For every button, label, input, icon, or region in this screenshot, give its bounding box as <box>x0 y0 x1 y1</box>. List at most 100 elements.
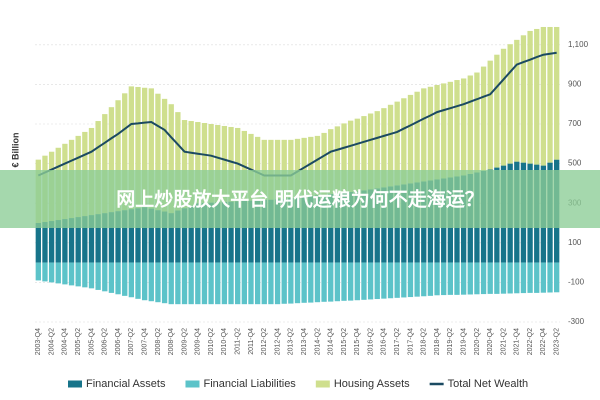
bar <box>334 262 341 302</box>
x-tick-label: 2013-Q4 <box>301 328 308 355</box>
bar <box>95 121 101 215</box>
bar <box>447 81 454 178</box>
x-tick-label: 2009-Q4 <box>195 328 202 355</box>
x-tick-label: 2022-Q4 <box>540 328 547 355</box>
bar <box>201 262 208 305</box>
bar <box>141 207 148 263</box>
bar <box>294 197 301 263</box>
bar <box>268 139 274 200</box>
bar <box>514 39 520 162</box>
x-tick-label: 2014-Q2 <box>314 328 321 355</box>
bar <box>527 30 533 164</box>
bar <box>527 262 533 293</box>
x-tick-label: 2012-Q2 <box>261 328 268 355</box>
bar <box>181 208 188 263</box>
bar <box>474 72 480 173</box>
bar <box>328 193 334 263</box>
bar <box>414 262 420 297</box>
x-tick-label: 2008-Q2 <box>155 328 162 355</box>
bar <box>35 262 41 281</box>
bar <box>155 93 161 211</box>
bar <box>507 262 513 294</box>
bar <box>460 262 467 295</box>
bar <box>188 121 194 206</box>
bar <box>414 91 420 183</box>
x-tick-label: 2012-Q4 <box>274 328 281 355</box>
bar <box>407 94 414 184</box>
bar <box>341 262 347 301</box>
bar <box>241 262 247 305</box>
bar <box>288 197 294 263</box>
x-tick-label: 2023-Q2 <box>554 328 561 355</box>
bar <box>480 262 487 295</box>
x-tick-label: 2007-Q2 <box>128 328 135 355</box>
bar <box>520 35 527 163</box>
x-tick-label: 2006-Q2 <box>102 328 109 355</box>
bar <box>155 210 161 263</box>
bar <box>82 262 88 288</box>
bar <box>427 86 434 181</box>
bar <box>128 86 135 210</box>
y-tick-label: 700 <box>568 119 582 128</box>
x-tick-label: 2004-Q2 <box>48 328 55 355</box>
bar <box>155 262 161 303</box>
bar <box>288 139 294 198</box>
bar <box>348 262 354 301</box>
x-tick-label: 2011-Q4 <box>248 328 255 355</box>
x-tick-label: 2019-Q4 <box>460 328 467 355</box>
bar <box>175 210 181 263</box>
y-tick-label: 500 <box>568 159 582 168</box>
x-tick-label: 2007-Q4 <box>141 328 148 355</box>
bar <box>554 262 560 293</box>
bar <box>367 262 374 300</box>
bar <box>394 101 400 186</box>
bar <box>115 262 121 295</box>
bar <box>381 108 387 188</box>
bar <box>441 83 447 179</box>
bar <box>374 111 380 189</box>
bar <box>128 262 135 298</box>
x-tick-label: 2022-Q2 <box>527 328 534 355</box>
bar <box>387 104 394 187</box>
bar <box>141 87 148 208</box>
bar <box>367 113 374 190</box>
bar <box>148 88 154 209</box>
x-tick-label: 2018-Q4 <box>434 328 441 355</box>
legend-swatch <box>315 380 330 388</box>
bar <box>221 262 228 305</box>
bar <box>361 116 367 191</box>
legend-label: Financial Liabilities <box>203 378 296 390</box>
bar <box>48 262 55 283</box>
bar <box>407 262 414 298</box>
bar <box>122 262 128 296</box>
bar <box>254 136 261 201</box>
x-tick-label: 2010-Q4 <box>221 328 228 355</box>
bar <box>102 213 108 263</box>
x-tick-label: 2015-Q2 <box>341 328 348 355</box>
bar <box>188 205 194 263</box>
bar <box>294 138 301 198</box>
bar <box>195 203 201 263</box>
bar <box>494 54 500 168</box>
bar <box>75 262 81 287</box>
bar <box>55 220 61 263</box>
x-tick-label: 2008-Q4 <box>168 328 175 355</box>
banner-background <box>0 170 600 228</box>
legend-swatch <box>68 380 82 388</box>
x-tick-label: 2020-Q4 <box>487 328 494 355</box>
bar <box>547 262 553 293</box>
bar <box>148 208 154 263</box>
bar <box>168 104 174 214</box>
bar <box>208 124 214 203</box>
x-tick-label: 2010-Q2 <box>208 328 215 355</box>
bar <box>42 262 48 282</box>
bar <box>500 48 507 166</box>
bar <box>208 262 214 305</box>
bar <box>314 195 321 263</box>
bar <box>62 262 68 285</box>
bar <box>175 112 181 211</box>
bar <box>221 201 228 263</box>
bar <box>215 262 221 305</box>
bar <box>221 125 228 202</box>
